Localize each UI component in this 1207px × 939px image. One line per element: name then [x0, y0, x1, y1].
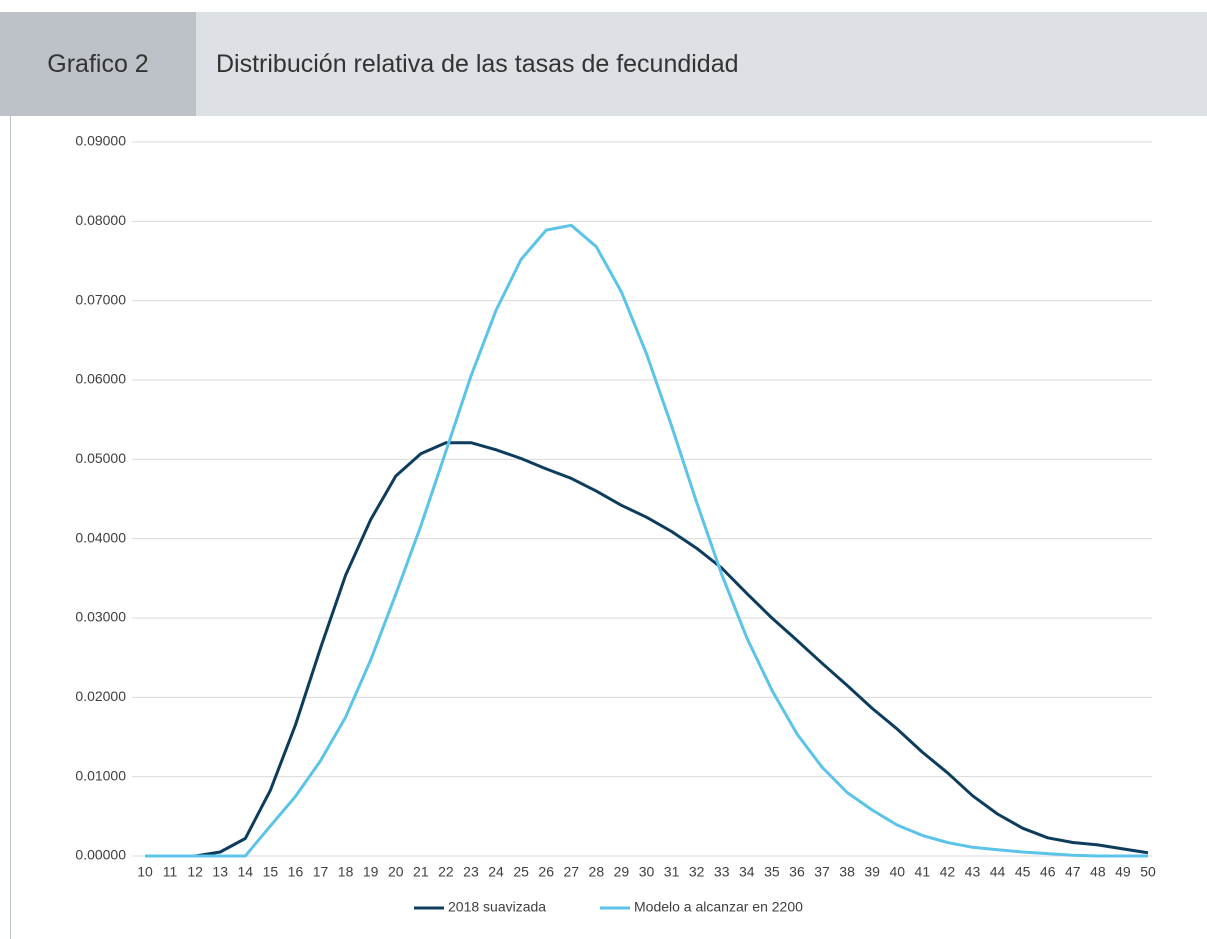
x-tick-label: 41: [915, 864, 931, 880]
x-tick-label: 15: [263, 864, 279, 880]
x-tick-label: 44: [990, 864, 1006, 880]
legend-label: 2018 suavizada: [448, 899, 546, 915]
series-line: [145, 441, 1149, 858]
y-tick-label: 0.02000: [75, 688, 126, 704]
x-tick-label: 39: [864, 864, 880, 880]
x-tick-label: 13: [212, 864, 228, 880]
header-band: [0, 12, 1207, 116]
x-tick-label: 19: [363, 864, 379, 880]
x-tick-label: 27: [563, 864, 579, 880]
y-tick-label: 0.00000: [75, 847, 126, 863]
x-tick-label: 24: [488, 864, 504, 880]
x-tick-label: 35: [764, 864, 780, 880]
x-tick-label: 14: [238, 864, 254, 880]
series-line: [145, 223, 1148, 858]
x-tick-label: 42: [940, 864, 956, 880]
x-tick-label: 49: [1115, 864, 1131, 880]
x-tick-label: 21: [413, 864, 429, 880]
x-tick-label: 37: [814, 864, 830, 880]
x-tick-label: 38: [839, 864, 855, 880]
x-tick-label: 22: [438, 864, 454, 880]
header-label: Grafico 2: [47, 50, 149, 78]
x-tick-label: 40: [889, 864, 905, 880]
x-tick-label: 50: [1140, 864, 1156, 880]
x-tick-label: 23: [463, 864, 479, 880]
x-tick-label: 16: [288, 864, 304, 880]
y-tick-label: 0.09000: [75, 133, 126, 149]
x-tick-label: 29: [614, 864, 630, 880]
x-tick-label: 12: [187, 864, 203, 880]
x-tick-label: 18: [338, 864, 354, 880]
x-tick-label: 43: [965, 864, 981, 880]
x-tick-label: 45: [1015, 864, 1031, 880]
header-title: Distribución relativa de las tasas de fe…: [216, 50, 739, 78]
x-tick-label: 34: [739, 864, 755, 880]
y-tick-label: 0.05000: [75, 450, 126, 466]
x-tick-label: 33: [714, 864, 730, 880]
x-tick-label: 31: [664, 864, 680, 880]
x-tick-label: 25: [513, 864, 529, 880]
x-tick-label: 46: [1040, 864, 1056, 880]
x-tick-label: 48: [1090, 864, 1106, 880]
legend-label: Modelo a alcanzar en 2200: [634, 899, 803, 915]
x-tick-label: 47: [1065, 864, 1081, 880]
x-tick-label: 17: [313, 864, 329, 880]
x-tick-label: 10: [137, 864, 153, 880]
x-tick-label: 11: [163, 864, 178, 880]
x-tick-label: 32: [689, 864, 705, 880]
x-tick-label: 26: [538, 864, 554, 880]
y-tick-label: 0.01000: [75, 767, 126, 783]
x-tick-label: 28: [589, 864, 605, 880]
header-label-box: [0, 12, 196, 116]
y-tick-label: 0.08000: [75, 212, 126, 228]
x-tick-label: 30: [639, 864, 655, 880]
y-tick-label: 0.07000: [75, 291, 126, 307]
x-tick-label: 36: [789, 864, 805, 880]
left-border: [10, 116, 11, 939]
y-tick-label: 0.04000: [75, 529, 126, 545]
y-tick-label: 0.03000: [75, 609, 126, 625]
y-tick-label: 0.06000: [75, 371, 126, 387]
x-tick-label: 20: [388, 864, 404, 880]
